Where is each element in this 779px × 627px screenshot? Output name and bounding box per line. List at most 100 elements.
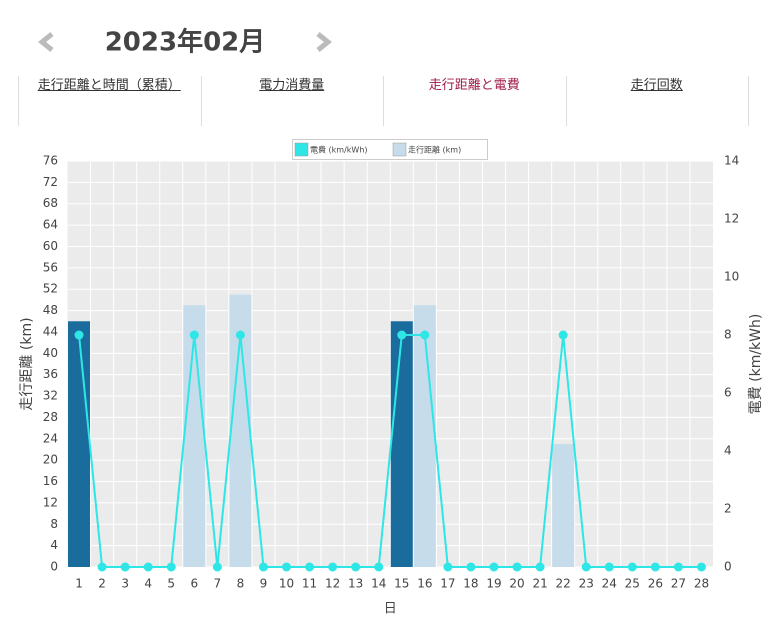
tab-separator <box>200 76 202 126</box>
y-tick-label: 64 <box>43 218 58 232</box>
tab[interactable]: 走行距離と時間（累積） <box>37 78 181 93</box>
tab[interactable]: 走行距離と電費 <box>428 78 520 93</box>
point <box>282 562 292 572</box>
y-tick-label: 48 <box>43 303 58 317</box>
x-tick-label: 13 <box>348 577 363 591</box>
x-tick-label: 9 <box>260 577 268 591</box>
point <box>258 562 268 572</box>
legend-box <box>292 139 488 160</box>
x-tick-label: 18 <box>463 577 478 591</box>
y-tick-label: 40 <box>43 346 58 360</box>
point <box>74 330 84 340</box>
y2-tick-label: 6 <box>724 386 732 400</box>
point <box>627 562 637 572</box>
point <box>420 330 430 340</box>
x-tick-label: 15 <box>394 577 409 591</box>
legend-swatch <box>392 142 407 157</box>
x-tick-label: 2 <box>98 577 106 591</box>
y-tick-label: 20 <box>43 453 58 467</box>
x-tick-label: 6 <box>190 577 198 591</box>
tab-separator <box>383 76 384 126</box>
line <box>78 334 702 568</box>
point <box>189 330 199 340</box>
y-tick-label: 56 <box>43 260 58 274</box>
point <box>328 562 338 572</box>
tab[interactable]: 電力消費量 <box>259 78 325 93</box>
y2-tick-label: 0 <box>724 560 732 574</box>
x-tick-label: 27 <box>671 577 686 591</box>
point <box>489 562 499 572</box>
y-tick-label: 44 <box>43 324 58 338</box>
x-tick-label: 4 <box>144 577 152 591</box>
point <box>97 562 107 572</box>
y-tick-label: 76 <box>43 154 58 168</box>
point <box>535 562 545 572</box>
bar <box>413 305 436 567</box>
point <box>305 562 315 572</box>
x-tick-label: 16 <box>417 577 432 591</box>
y2-tick-label: 12 <box>724 212 739 226</box>
tab-separator <box>565 76 567 126</box>
prev-arrow[interactable] <box>37 32 54 52</box>
x-tick-label: 26 <box>648 577 663 591</box>
point <box>166 562 176 572</box>
y-tick-label: 68 <box>43 196 58 210</box>
point <box>120 562 130 572</box>
y2-tick-label: 4 <box>724 444 732 458</box>
point <box>143 562 153 572</box>
point <box>650 562 660 572</box>
legend-label: 電費 (km/kWh) <box>310 145 368 155</box>
bar <box>183 305 206 567</box>
y-tick-label: 32 <box>43 389 58 403</box>
bar <box>390 321 413 567</box>
tab[interactable]: 走行回数 <box>630 78 683 93</box>
y-tick-label: 12 <box>43 495 58 509</box>
x-tick-label: 24 <box>602 577 617 591</box>
legend-swatch <box>294 142 309 157</box>
x-tick-label: 8 <box>237 577 245 591</box>
y-tick-label: 0 <box>50 560 58 574</box>
chart: 0481216202428323640444852566064687276024… <box>18 142 764 617</box>
x-tick-label: 3 <box>121 577 129 591</box>
point <box>604 562 614 572</box>
x-tick-label: 21 <box>532 577 547 591</box>
point <box>374 562 384 572</box>
y-tick-label: 60 <box>43 239 58 253</box>
x-tick-label: 10 <box>279 577 294 591</box>
point <box>351 562 361 572</box>
x-tick-label: 28 <box>694 577 709 591</box>
y2-tick-label: 10 <box>724 270 739 284</box>
tab-separator <box>18 76 19 126</box>
x-tick-label: 7 <box>214 577 222 591</box>
point <box>512 562 522 572</box>
bar <box>68 321 91 567</box>
point <box>696 562 706 572</box>
point <box>212 562 222 572</box>
y2-tick-label: 8 <box>724 328 732 342</box>
y2-tick-label: 14 <box>724 154 739 168</box>
x-axis-title: 日 <box>384 602 397 617</box>
next-arrow[interactable] <box>316 32 333 52</box>
y2-axis-title: 電費 (km/kWh) <box>748 314 764 415</box>
point <box>443 562 453 572</box>
point <box>581 562 591 572</box>
x-tick-label: 11 <box>302 577 317 591</box>
tab-separator <box>748 76 749 126</box>
point <box>235 330 245 340</box>
y-tick-label: 8 <box>50 517 58 531</box>
legend-label: 走行距離 (km) <box>408 145 461 155</box>
bar <box>229 294 252 567</box>
x-tick-label: 5 <box>167 577 175 591</box>
y-tick-label: 4 <box>50 538 58 552</box>
x-tick-label: 19 <box>486 577 501 591</box>
y-tick-label: 52 <box>43 282 58 296</box>
point <box>673 562 683 572</box>
x-tick-label: 12 <box>325 577 340 591</box>
y-tick-label: 24 <box>43 431 58 445</box>
month-title: 2023年02月 <box>105 27 266 58</box>
x-tick-label: 22 <box>556 577 571 591</box>
x-tick-label: 25 <box>625 577 640 591</box>
x-tick-label: 1 <box>75 577 83 591</box>
